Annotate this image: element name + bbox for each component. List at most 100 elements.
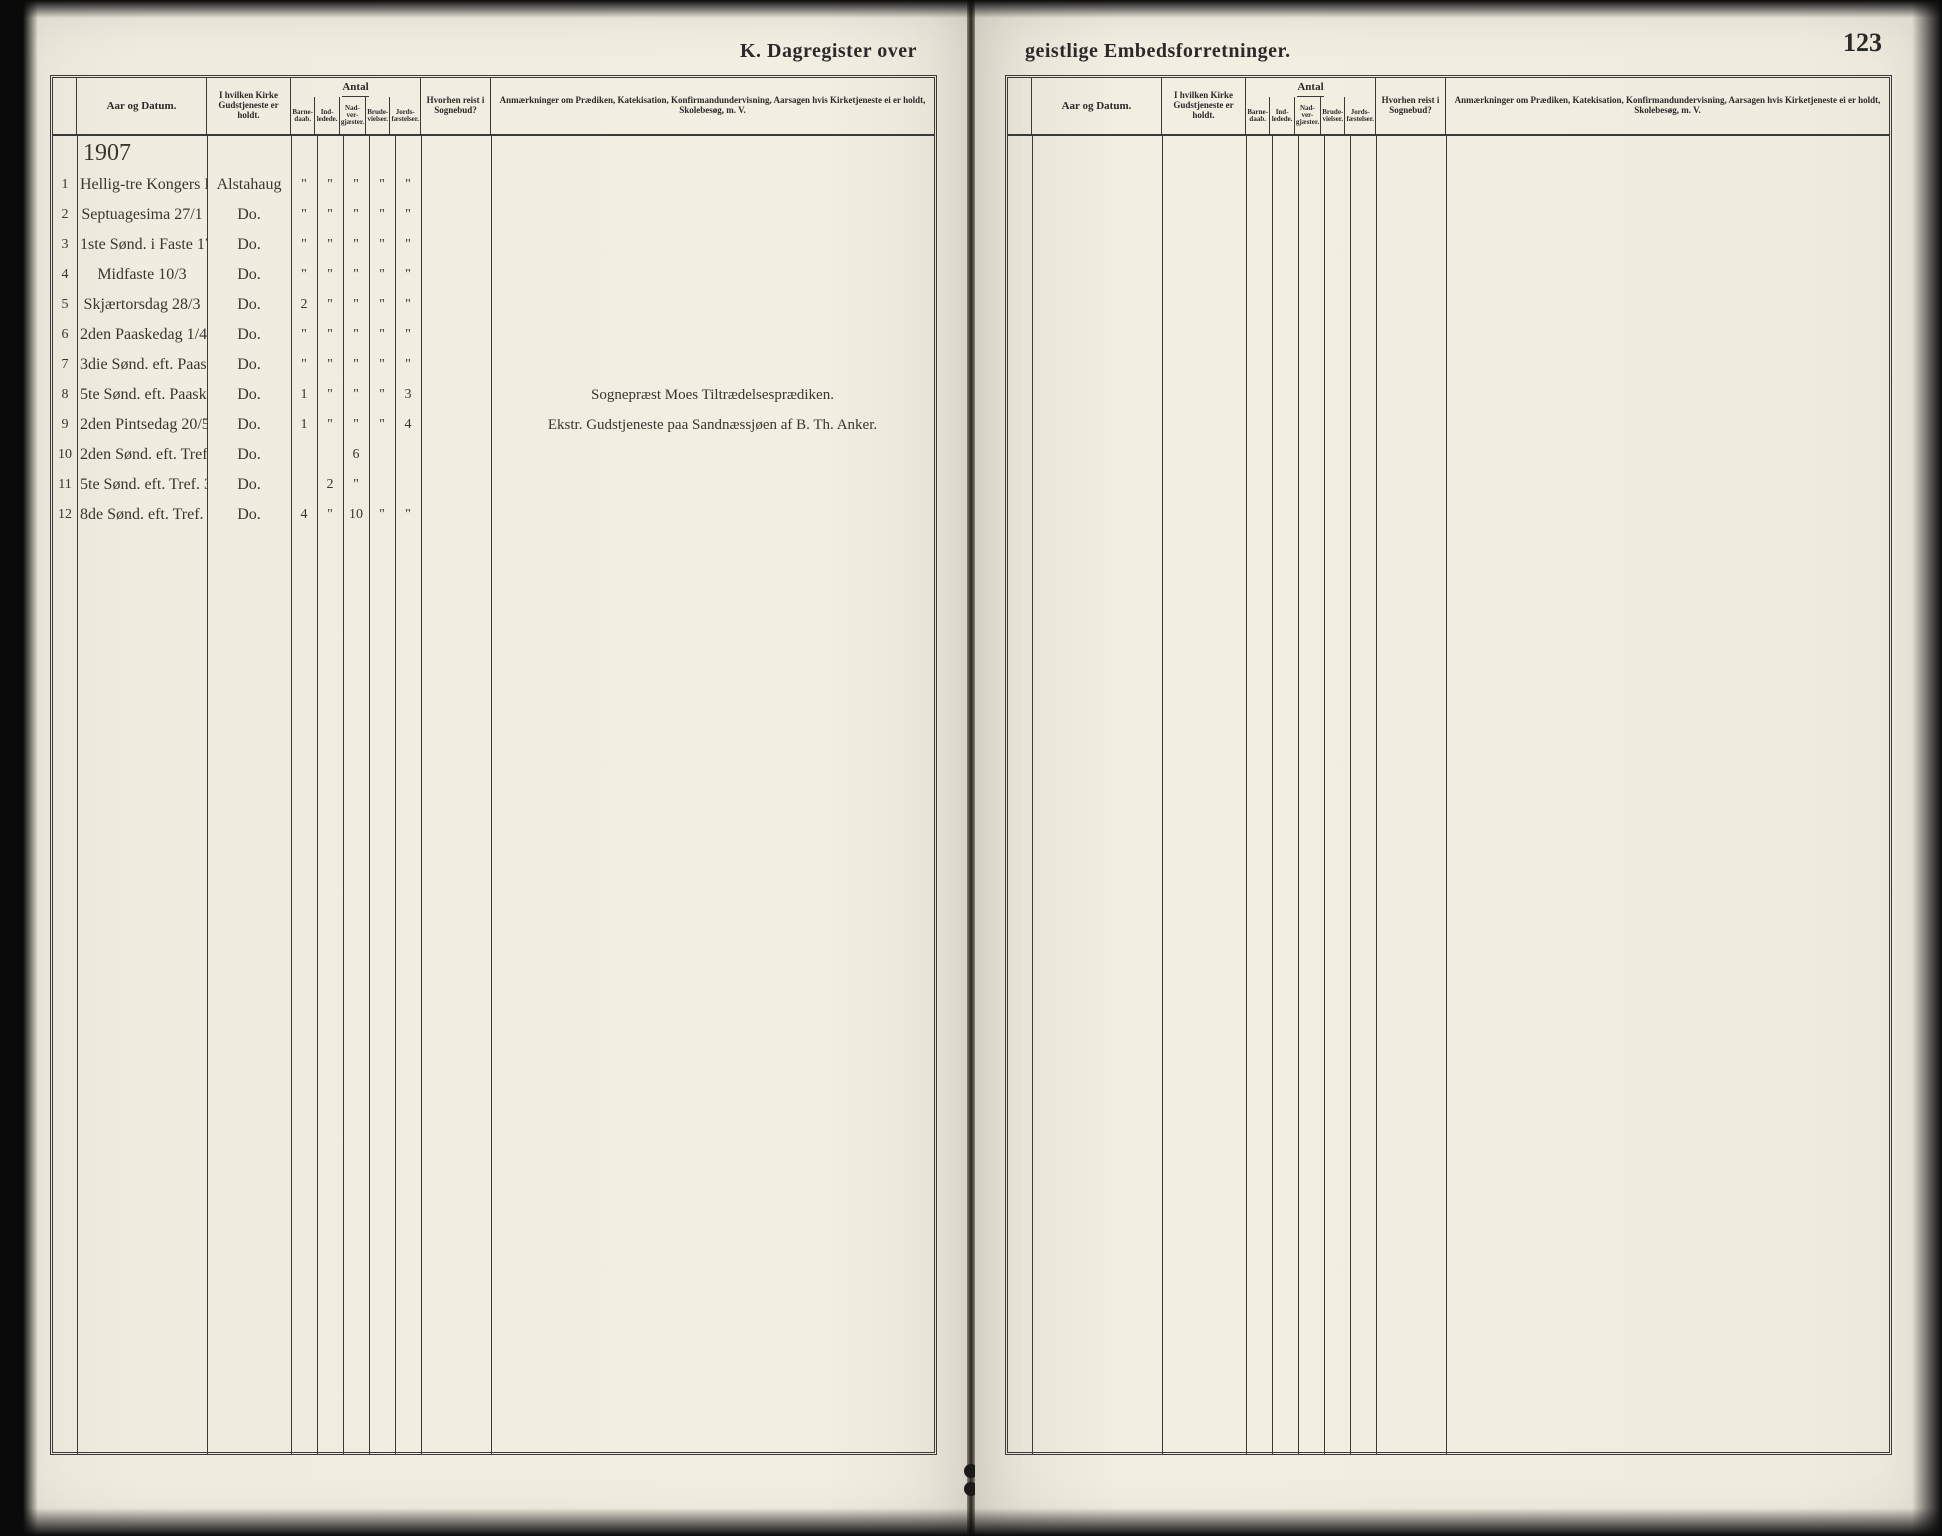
- row-a3: ": [369, 357, 395, 373]
- row-church: Do.: [207, 266, 291, 284]
- row-num: 9: [53, 417, 77, 433]
- ledger-row: 115te Sønd. eft. Tref. 30/6Do.2": [53, 470, 934, 500]
- column-rule: [1446, 136, 1447, 1454]
- row-a2: ": [343, 297, 369, 313]
- row-a3: ": [369, 507, 395, 523]
- header-row-left: Aar og Datum. I hvilken Kirke Gudstjenes…: [53, 78, 934, 136]
- column-rule: [1272, 136, 1273, 1454]
- ledger-row: 92den Pintsedag 20/5Do.1"""4Ekstr. Gudst…: [53, 410, 934, 440]
- row-num: 11: [53, 477, 77, 493]
- row-a1: ": [317, 507, 343, 523]
- row-date: 2den Pintsedag 20/5: [77, 416, 207, 434]
- ledger-right: Aar og Datum. I hvilken Kirke Gudstjenes…: [1005, 75, 1892, 1455]
- body-rows-right: [1008, 136, 1889, 1454]
- row-a3: ": [369, 297, 395, 313]
- ledger-row: 128de Sønd. eft. Tref. 21/7Do.4"10"": [53, 500, 934, 530]
- column-rule: [1032, 136, 1033, 1454]
- row-a0: 2: [291, 297, 317, 313]
- ledger-row: 85te Sønd. eft. Paaske 5/5Do.1"""3Sognep…: [53, 380, 934, 410]
- row-a1: ": [317, 267, 343, 283]
- row-a3: ": [369, 237, 395, 253]
- col-num: [53, 78, 77, 134]
- col-remarks: Anmærkninger om Prædiken, Katekisation, …: [1446, 78, 1889, 134]
- row-church: Do.: [207, 386, 291, 404]
- ledger-row: 31ste Sønd. i Faste 17/2Do.""""": [53, 230, 934, 260]
- row-a4: ": [395, 357, 421, 373]
- row-a2: ": [343, 387, 369, 403]
- row-a4: ": [395, 207, 421, 223]
- row-num: 7: [53, 357, 77, 373]
- row-num: 6: [53, 327, 77, 343]
- row-a2: ": [343, 327, 369, 343]
- row-a4: ": [395, 267, 421, 283]
- row-a4: ": [395, 237, 421, 253]
- row-a4: ": [395, 297, 421, 313]
- row-a0: ": [291, 177, 317, 193]
- book-spread: K. Dagregister over Aar og Datum. I hvil…: [0, 0, 1942, 1536]
- scan-edge-left: [0, 0, 38, 1536]
- antal-sub: Barne-daab. Ind-ledede. Nad-ver-gjæster.…: [291, 97, 420, 134]
- col-antal: Antal Barne-daab. Ind-ledede. Nad-ver-gj…: [1246, 78, 1376, 134]
- col-church: I hvilken Kirke Gudstjeneste er holdt.: [207, 78, 291, 134]
- left-page: K. Dagregister over Aar og Datum. I hvil…: [0, 0, 967, 1536]
- row-date: Midfaste 10/3: [77, 266, 207, 284]
- row-a1: ": [317, 177, 343, 193]
- row-a1: ": [317, 387, 343, 403]
- ledger-row: 102den Sønd. eft. Tref. 9/6Do.6: [53, 440, 934, 470]
- antal-sub: Barne-daab. Ind-ledede. Nad-ver-gjæster.…: [1246, 97, 1375, 134]
- row-date: 3die Sønd. eft. Paaske 21/4: [77, 356, 207, 374]
- col-date: Aar og Datum.: [77, 78, 207, 134]
- row-a1: ": [317, 357, 343, 373]
- row-a4: ": [395, 177, 421, 193]
- row-num: 10: [53, 447, 77, 463]
- column-rule: [1246, 136, 1247, 1454]
- row-a3: ": [369, 387, 395, 403]
- row-a2: ": [343, 417, 369, 433]
- antal-sub-0: Barne-daab.: [291, 97, 315, 134]
- scan-edge-top: [0, 0, 1942, 18]
- row-church: Do.: [207, 416, 291, 434]
- row-num: 1: [53, 177, 77, 193]
- row-num: 8: [53, 387, 77, 403]
- row-date: 5te Sønd. eft. Paaske 5/5: [77, 386, 207, 404]
- row-a2: ": [343, 357, 369, 373]
- row-date: 2den Paaskedag 1/4: [77, 326, 207, 344]
- book-gutter: [967, 0, 975, 1536]
- row-a3: ": [369, 177, 395, 193]
- title-left: K. Dagregister over: [50, 40, 937, 63]
- row-a1: ": [317, 207, 343, 223]
- row-a2: ": [343, 477, 369, 493]
- row-num: 4: [53, 267, 77, 283]
- row-date: Septuagesima 27/1: [77, 206, 207, 224]
- row-a2: ": [343, 207, 369, 223]
- row-a4: ": [395, 507, 421, 523]
- col-sogne: Hvorhen reist i Sognebud?: [1376, 78, 1446, 134]
- row-a0: ": [291, 327, 317, 343]
- row-a3: ": [369, 267, 395, 283]
- column-rule: [1376, 136, 1377, 1454]
- row-a0: 1: [291, 417, 317, 433]
- row-church: Do.: [207, 476, 291, 494]
- row-a1: ": [317, 417, 343, 433]
- row-a0: ": [291, 237, 317, 253]
- antal-sub-4: Jords-fæstelser.: [390, 97, 420, 134]
- right-page: 123 geistlige Embedsforretninger. Aar og…: [975, 0, 1942, 1536]
- row-church: Do.: [207, 356, 291, 374]
- row-a3: ": [369, 417, 395, 433]
- row-church: Do.: [207, 506, 291, 524]
- row-a2: ": [343, 267, 369, 283]
- row-a1: ": [317, 327, 343, 343]
- row-num: 12: [53, 507, 77, 523]
- antal-title: Antal: [342, 78, 368, 97]
- row-a0: ": [291, 357, 317, 373]
- row-a0: ": [291, 207, 317, 223]
- row-a2: 10: [343, 507, 369, 523]
- row-church: Do.: [207, 236, 291, 254]
- ledger-left: Aar og Datum. I hvilken Kirke Gudstjenes…: [50, 75, 937, 1455]
- row-a3: ": [369, 207, 395, 223]
- scan-edge-right: [1912, 0, 1942, 1536]
- row-date: 8de Sønd. eft. Tref. 21/7: [77, 506, 207, 524]
- antal-sub-2: Nad-ver-gjæster.: [1295, 97, 1321, 134]
- row-date: 1ste Sønd. i Faste 17/2: [77, 236, 207, 254]
- row-church: Do.: [207, 326, 291, 344]
